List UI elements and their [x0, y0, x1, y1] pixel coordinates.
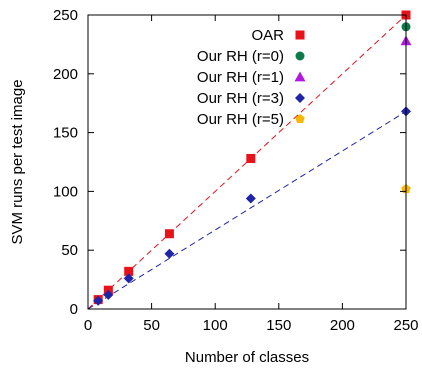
legend-label-our-rh-r-0: Our RH (r=0)	[197, 48, 284, 65]
legend-marker-our-rh-r-3	[295, 93, 305, 103]
y-tick-label: 100	[53, 183, 78, 200]
point-our-rh-r-3	[123, 273, 134, 284]
point-oar	[164, 229, 174, 239]
legend-label-our-rh-r-3: Our RH (r=3)	[197, 90, 284, 107]
x-tick-label: 250	[393, 317, 418, 334]
trend-lines	[87, 14, 407, 310]
trend-line	[87, 111, 407, 310]
point-our-rh-r-3	[164, 248, 175, 259]
point-oar	[124, 266, 134, 276]
axes: 0 50 100 150 200 250 0 50 100 150 200 250	[53, 7, 419, 334]
y-tick-label: 250	[53, 7, 78, 24]
trend-line	[87, 14, 407, 310]
legend-label-our-rh-r-5: Our RH (r=5)	[197, 111, 284, 128]
x-tick-label: 150	[266, 317, 291, 334]
legend-label-our-rh-r-1: Our RH (r=1)	[197, 69, 284, 86]
y-axis-label: SVM runs per test image	[9, 79, 26, 244]
y-tick-label: 50	[61, 242, 78, 259]
point-our-rh-r-3	[245, 193, 256, 204]
point-our-rh-r-3	[103, 289, 114, 300]
legend-marker-oar	[295, 30, 305, 40]
y-tick-label: 0	[70, 301, 78, 318]
y-tick-label: 200	[53, 66, 78, 83]
x-tick-label: 0	[84, 317, 92, 334]
plot-frame	[87, 14, 407, 310]
legend-label-oar: OAR	[251, 27, 284, 44]
legend: OAR Our RH (r=0) Our RH (r=1) Our RH (r=3) O…	[197, 27, 306, 128]
x-tick-label: 50	[143, 317, 160, 334]
x-tick-label: 200	[330, 317, 355, 334]
x-axis-label: Number of classes	[185, 349, 309, 366]
y-tick-label: 150	[53, 125, 78, 142]
legend-marker-our-rh-r-0	[295, 51, 305, 61]
point-oar	[246, 153, 256, 163]
legend-marker-our-rh-r-1	[294, 71, 306, 82]
x-tick-label: 100	[203, 317, 228, 334]
point-our-rh-r-3	[93, 295, 104, 306]
legend-marker-our-rh-r-5	[295, 114, 305, 124]
